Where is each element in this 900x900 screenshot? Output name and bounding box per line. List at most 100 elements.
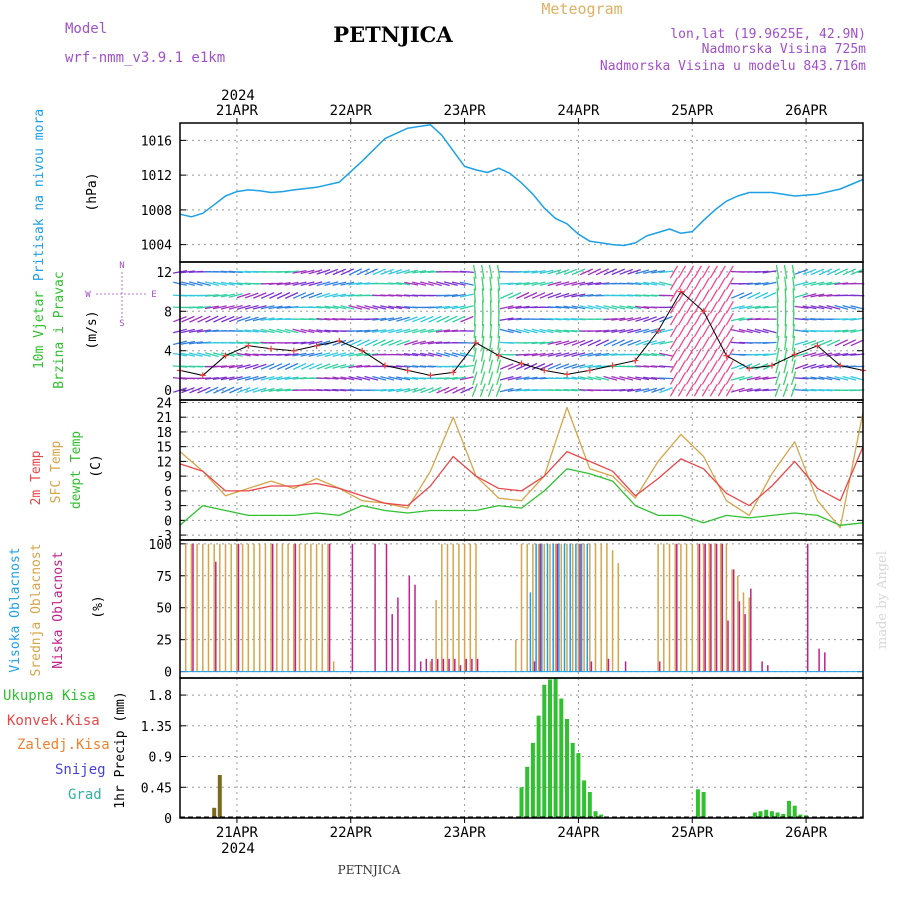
wind-arrow — [531, 269, 546, 274]
wind-gust-marker — [427, 372, 434, 379]
wind-arrow — [571, 364, 586, 369]
wind-arrow — [659, 386, 673, 394]
wind-arrow — [471, 383, 478, 397]
wind-arrow — [276, 282, 291, 286]
wind-arrow — [747, 292, 761, 300]
wind-arrow — [818, 281, 833, 286]
legend-hail: Grad — [68, 787, 102, 803]
wind-gust-marker — [359, 347, 366, 354]
wind-arrow — [810, 352, 825, 358]
wind-arrow — [794, 281, 809, 287]
wind-arrow — [677, 371, 687, 385]
y-tick-label: 0 — [164, 812, 172, 827]
wind-arrow — [496, 371, 502, 386]
total-precip-bar — [519, 787, 524, 818]
wind-arrow — [188, 306, 203, 309]
total-precip-bar — [593, 811, 598, 818]
wind-arrow — [579, 293, 594, 298]
wind-arrow — [531, 363, 546, 370]
wind-gust-marker — [313, 342, 320, 349]
wind-arrow — [627, 305, 642, 310]
wind-arrow — [516, 363, 530, 370]
wind-arrow — [754, 270, 769, 274]
wind-arrow — [762, 306, 777, 309]
wind-arrow — [571, 339, 586, 346]
wind-arrow — [427, 328, 443, 334]
wind-arrow — [348, 304, 363, 310]
wind-arrow — [372, 317, 387, 321]
wind-arrow — [643, 316, 657, 323]
y-tick-label: 0.45 — [141, 781, 172, 796]
wind-arrow — [260, 363, 275, 370]
wind-arrow — [595, 268, 609, 276]
wind-arrow — [595, 339, 609, 347]
wind-arrow — [435, 305, 450, 309]
wind-arrow — [693, 289, 702, 302]
wind-arrow — [436, 352, 450, 358]
wind-arrow — [603, 339, 617, 347]
wind-arrow — [619, 339, 633, 347]
wind-arrow — [340, 352, 355, 357]
top-date-label: 21APR — [216, 103, 259, 119]
wind-arrow — [792, 323, 795, 339]
wind-arrow — [738, 328, 753, 334]
footer-location: PETNJICA — [338, 863, 401, 877]
wind-arrow — [396, 316, 410, 322]
wind-arrow — [776, 323, 779, 339]
wind-arrow — [834, 375, 849, 381]
wind-arrow — [380, 317, 395, 322]
wind-arrow — [308, 340, 323, 345]
wind-arrow — [563, 388, 578, 392]
wind-arrow — [659, 328, 674, 334]
top-date-label: 25APR — [671, 103, 714, 119]
wind-arrow — [587, 304, 602, 310]
wind-arrow — [372, 389, 387, 392]
y-tick-label: 1016 — [141, 134, 172, 149]
wind-arrow — [236, 329, 251, 333]
wind-arrow — [388, 305, 403, 310]
y-tick-label: 1012 — [141, 169, 172, 184]
wind-arrow — [709, 265, 718, 279]
wind-arrow — [725, 324, 734, 338]
wind-arrow — [842, 268, 856, 276]
wind-arrow — [356, 329, 371, 333]
wind-arrow — [489, 276, 493, 291]
wind-arrow — [523, 292, 538, 299]
wind-arrow — [404, 269, 419, 275]
wind-arrow — [547, 328, 562, 334]
wind-arrow — [693, 360, 702, 373]
wind-gust-marker — [245, 342, 252, 349]
wind-arrow — [236, 352, 251, 357]
wind-arrow — [754, 281, 769, 286]
wind-arrow — [308, 306, 323, 309]
wind-gust-marker — [791, 351, 798, 358]
wind-arrow — [531, 328, 546, 334]
wind-arrow — [659, 377, 674, 380]
wind-arrow — [472, 347, 477, 362]
y-tick-label: 21 — [156, 411, 172, 426]
wind-arrow — [189, 281, 203, 287]
wind-arrow — [755, 292, 769, 300]
wind-arrow — [364, 339, 378, 347]
wind-arrow — [300, 281, 315, 287]
total-precip-bar — [553, 678, 558, 818]
wind-arrow — [316, 363, 331, 370]
wind-arrow — [635, 387, 650, 393]
wind-arrow — [388, 268, 403, 275]
wind-arrow — [627, 282, 642, 286]
wind-arrow — [507, 328, 522, 334]
wind-arrow — [635, 376, 650, 381]
wind-arrow — [204, 352, 219, 358]
wind-arrow — [810, 281, 825, 286]
wind-arrow — [826, 376, 841, 381]
wind-arrow — [802, 363, 817, 370]
total-precip-bar — [570, 742, 575, 818]
wind-arrow — [563, 293, 578, 298]
wind-arrow — [539, 341, 554, 345]
wind-gust-marker — [495, 352, 502, 359]
wind-arrow — [356, 304, 371, 310]
y-tick-label: 0 — [164, 384, 172, 399]
wind-arrow — [659, 352, 674, 357]
wind-arrow — [228, 293, 243, 298]
wind-arrow — [677, 312, 687, 326]
